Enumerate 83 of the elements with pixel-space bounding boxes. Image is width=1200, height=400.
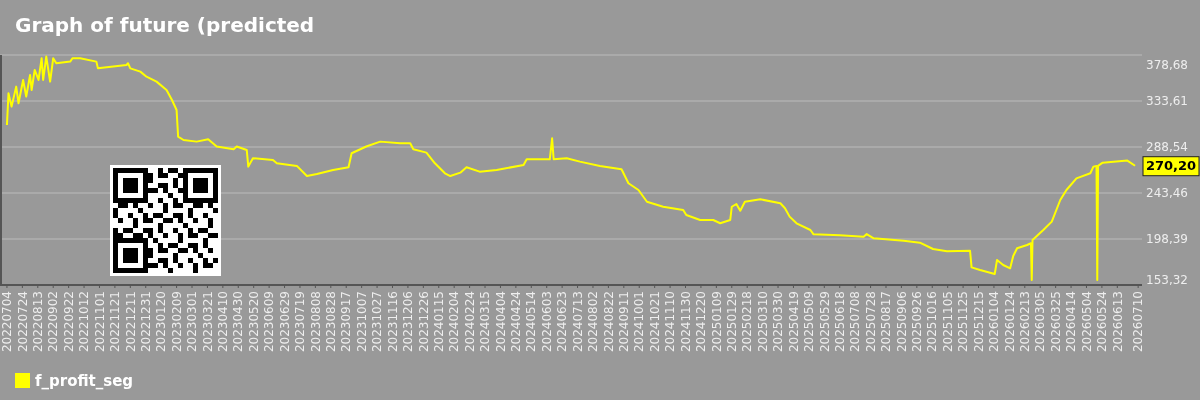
x-tick-label: 20240802 [586,291,601,353]
x-tick-label: 20220902 [46,291,61,353]
x-tick-label: 20250310 [755,291,770,353]
x-tick-label: 20260325 [1048,291,1063,353]
x-tick-label: 20240204 [447,291,462,353]
x-tick-label: 20250926 [910,291,925,353]
x-tick-label: 20230629 [277,291,292,353]
x-tick-label: 20240404 [493,291,508,353]
x-tick-label: 20230609 [262,291,277,353]
x-tick-label: 20240623 [555,291,570,353]
x-tick-label: 20241130 [678,291,693,353]
x-tick-label: 20230410 [216,291,231,353]
x-tick-label: 20250218 [740,291,755,353]
x-tick-label: 20241110 [663,291,678,353]
x-tick-label: 20240424 [509,291,524,353]
x-tick-label: 20250728 [863,291,878,353]
chart-title: Graph of future (predicted [15,13,315,37]
x-tick-label: 20260524 [1095,291,1110,353]
x-tick-label: 20250109 [709,291,724,353]
x-tick-label: 20260124 [1002,291,1017,353]
y-tick-label: 288,54 [1146,140,1188,155]
x-tick-label: 20250618 [832,291,847,353]
x-tick-label: 20251016 [925,291,940,353]
legend-label: f_profit_seg [35,372,134,391]
x-tick-label: 20231027 [370,291,385,353]
x-tick-label: 20221012 [77,291,92,353]
x-tick-label: 20221211 [123,291,138,353]
x-tick-label: 20240911 [617,291,632,353]
x-tick-label: 20250419 [786,291,801,353]
x-tick-label: 20230808 [308,291,323,353]
x-tick-label: 20221121 [108,291,123,353]
x-tick-label: 20250906 [894,291,909,353]
x-tick-label: 20230520 [246,291,261,353]
x-tick-label: 20260104 [987,291,1002,353]
x-tick-label: 20230917 [339,291,354,353]
x-tick-label: 20250509 [802,291,817,353]
x-tick-label: 20220704 [0,291,15,353]
x-tick-label: 20260710 [1131,291,1146,353]
x-tick-label: 20250529 [817,291,832,353]
x-tick-label: 20220813 [30,291,45,353]
x-tick-label: 20230209 [169,291,184,353]
x-tick-label: 20230301 [185,291,200,353]
x-tick-label: 20241001 [632,291,647,353]
x-tick-label: 20251105 [940,291,955,353]
x-tick-label: 20231116 [385,291,400,353]
y-tick-label: 333,61 [1146,94,1188,109]
x-tick-label: 20241220 [694,291,709,353]
x-tick-label: 20240115 [431,291,446,353]
x-tick-label: 20250708 [848,291,863,353]
x-tick-label: 20231226 [416,291,431,353]
x-tick-label: 20220922 [61,291,76,353]
x-tick-label: 20240603 [539,291,554,353]
x-tick-label: 20230120 [154,291,169,353]
y-tick-label: 153,32 [1146,273,1188,288]
x-tick-label: 20260305 [1033,291,1048,353]
x-tick-label: 20260414 [1064,291,1079,353]
x-tick-label: 20260213 [1017,291,1032,353]
x-tick-label: 20250330 [771,291,786,353]
x-tick-label: 20230430 [231,291,246,353]
x-tick-label: 20250817 [879,291,894,353]
x-tick-label: 20240713 [570,291,585,353]
x-tick-label: 20221231 [138,291,153,353]
x-tick-label: 20221101 [92,291,107,353]
x-tick-label: 20230828 [324,291,338,353]
x-tick-label: 20260504 [1079,291,1094,353]
x-tick-label: 20240514 [524,291,539,353]
x-tick-label: 20240224 [462,291,477,353]
x-tick-label: 20230719 [293,291,308,353]
x-tick-label: 20250129 [724,291,739,353]
x-tick-label: 20240822 [601,291,616,353]
y-tick-label: 198,39 [1146,232,1188,247]
y-tick-label: 378,68 [1146,58,1188,73]
y-tick-label: 243,46 [1146,186,1188,201]
x-tick-label: 20260613 [1110,291,1125,353]
x-tick-label: 20231007 [354,291,369,353]
x-tick-label: 20251125 [956,291,971,353]
x-tick-label: 20251215 [971,291,986,353]
x-tick-label: 20230321 [200,291,215,353]
x-tick-label: 20240315 [478,291,493,353]
x-tick-label: 20231206 [401,291,416,353]
x-tick-label: 20220724 [15,291,30,353]
text: 270,20 [1145,158,1197,174]
x-tick-label: 20241021 [647,291,662,353]
